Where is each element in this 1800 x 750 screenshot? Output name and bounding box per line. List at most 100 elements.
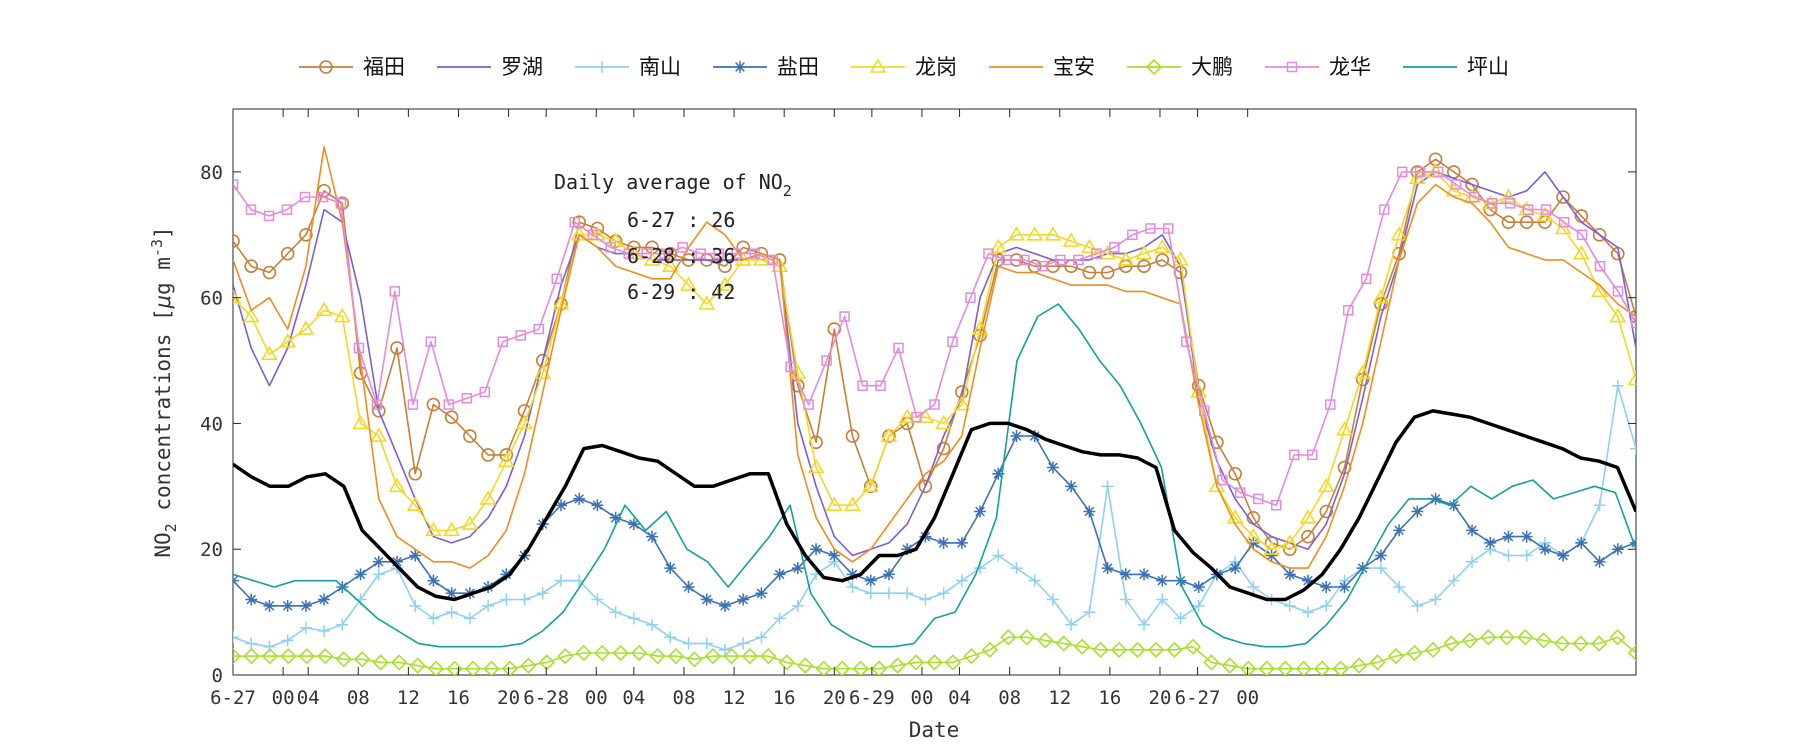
point-8-58 — [1271, 499, 1282, 511]
point-4-60 — [1320, 580, 1333, 593]
point-5-19 — [570, 226, 588, 241]
point-8-25 — [677, 242, 688, 253]
y-tick-label-3: 60 — [200, 288, 223, 310]
y-axis: 0 20 40 60 80 — [200, 162, 1636, 687]
point-3-10 — [409, 599, 422, 612]
point-7-33 — [834, 660, 851, 675]
point-5-57 — [1263, 540, 1280, 556]
point-4-56 — [1247, 536, 1260, 549]
point-4-61 — [1338, 580, 1351, 593]
point-4-64 — [1393, 524, 1406, 537]
point-4-48 — [1101, 562, 1114, 575]
point-4-9 — [390, 555, 403, 568]
x-tick-label-12: 16 — [773, 687, 796, 709]
point-7-54 — [1221, 657, 1238, 674]
point-5-8 — [370, 427, 388, 442]
point-4-22 — [627, 518, 640, 531]
point-7-58 — [1295, 660, 1312, 675]
point-7-40 — [963, 648, 980, 665]
point-7-11 — [427, 660, 445, 675]
point-4-2 — [263, 599, 276, 612]
point-5-15 — [497, 452, 515, 467]
point-7-30 — [778, 654, 795, 671]
series-line-9 — [233, 303, 1636, 648]
point-7-28 — [741, 648, 759, 665]
point-7-9 — [391, 654, 408, 671]
point-5-4 — [297, 320, 315, 335]
point-8-55 — [1217, 474, 1228, 486]
point-3-70 — [1502, 549, 1515, 562]
point-7-53 — [1203, 654, 1220, 671]
point-8-51 — [1145, 223, 1156, 234]
point-7-16 — [520, 657, 537, 674]
point-3-38 — [919, 593, 932, 606]
point-4-70 — [1502, 530, 1515, 543]
point-5-50 — [1135, 245, 1153, 260]
point-5-40 — [953, 395, 971, 411]
plot-frame — [232, 108, 1637, 676]
point-5-37 — [898, 408, 916, 423]
point-3-13 — [463, 612, 476, 625]
point-3-25 — [682, 637, 695, 650]
point-7-46 — [1074, 638, 1091, 655]
x-tick-label-19: 16 — [1098, 687, 1121, 709]
point-4-12 — [445, 587, 458, 600]
point-3-4 — [299, 621, 312, 634]
point-5-41 — [971, 320, 989, 335]
point-7-31 — [797, 657, 814, 674]
point-8-35 — [857, 380, 868, 391]
point-8-34 — [839, 311, 850, 322]
legend-label-6: 宝安 — [1053, 55, 1095, 79]
point-4-66 — [1429, 492, 1442, 505]
point-1-75 — [1592, 227, 1607, 242]
point-3-3 — [281, 634, 294, 647]
point-7-42 — [1000, 629, 1017, 646]
point-8-13 — [461, 393, 473, 404]
point-7-57 — [1277, 660, 1294, 675]
point-8-52 — [1163, 223, 1174, 234]
point-4-31 — [791, 562, 804, 575]
legend-item-9: 坪山 — [1403, 55, 1509, 79]
point-5-51 — [1153, 238, 1171, 254]
point-5-58 — [1281, 534, 1299, 549]
point-1-60 — [1319, 504, 1334, 519]
legend-item-6: 宝安 — [989, 55, 1095, 79]
point-5-47 — [1080, 238, 1098, 254]
legend-item-8: 龙华 — [1265, 55, 1371, 79]
point-8-75 — [1576, 229, 1588, 241]
point-1-32 — [809, 435, 823, 450]
y-label-post: ] — [151, 226, 175, 239]
series-line-2 — [233, 171, 1636, 557]
legend-marker-7 — [1145, 58, 1163, 76]
point-4-1 — [245, 593, 258, 606]
point-7-76 — [1627, 644, 1636, 662]
point-4-76 — [1611, 543, 1624, 556]
point-8-15 — [497, 336, 509, 347]
point-8-37 — [893, 342, 904, 354]
point-7-22 — [631, 644, 648, 662]
point-8-33 — [821, 355, 832, 366]
point-1-70 — [1501, 215, 1516, 229]
point-5-67 — [1445, 182, 1463, 197]
point-3-5 — [318, 624, 331, 637]
point-7-43 — [1018, 629, 1035, 646]
point-8-40 — [947, 336, 958, 347]
point-8-41 — [965, 292, 976, 303]
point-3-22 — [627, 612, 640, 625]
point-8-45 — [1037, 260, 1048, 272]
point-3-28 — [737, 637, 750, 650]
point-8-27 — [713, 248, 724, 259]
point-7-6 — [335, 651, 352, 668]
point-7-14 — [483, 660, 500, 675]
point-3-46 — [1065, 618, 1078, 631]
point-7-59 — [1314, 660, 1331, 675]
point-3-49 — [1119, 593, 1132, 606]
legend-label-2: 罗湖 — [501, 55, 543, 79]
point-4-63 — [1374, 549, 1387, 562]
point-7-5 — [317, 648, 334, 665]
point-7-19 — [575, 644, 592, 662]
point-8-46 — [1055, 254, 1066, 266]
point-5-63 — [1372, 289, 1390, 304]
point-3-75 — [1593, 499, 1606, 512]
point-8-54 — [1199, 405, 1210, 417]
